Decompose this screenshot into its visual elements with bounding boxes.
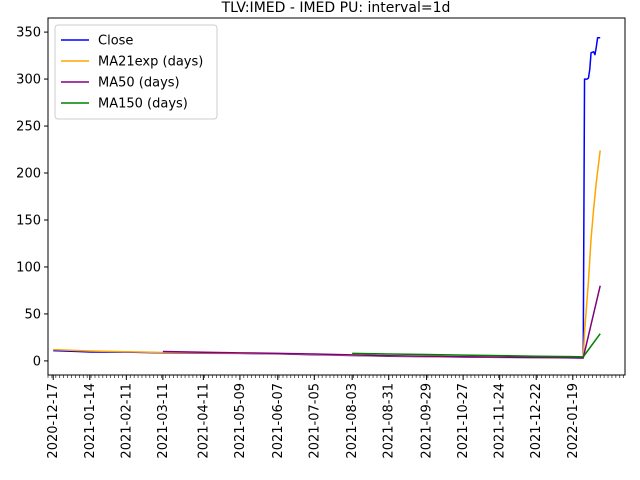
y-tick-label: 350 [16, 26, 41, 41]
series-line-4 [352, 333, 601, 358]
x-tick-label: 2021-11-24 [493, 383, 508, 459]
y-tick-label: 200 [16, 167, 41, 182]
x-tick-label: 2021-05-09 [233, 383, 248, 459]
series-line-3 [162, 285, 601, 359]
legend: Close MA21exp (days) MA50 (days) MA150 (day… [54, 24, 218, 120]
x-tick-label: 2021-10-27 [456, 383, 471, 459]
x-tick-label: 2021-01-14 [83, 383, 98, 459]
legend-label: Close [98, 34, 133, 49]
y-tick-label: 150 [16, 213, 41, 228]
x-tick-label: 2021-04-11 [196, 383, 211, 459]
x-tick-label: 2022-01-19 [566, 383, 581, 459]
x-tick-label: 2021-06-07 [271, 383, 286, 459]
y-tick-label: 0 [33, 354, 41, 369]
legend-label: MA50 (days) [98, 76, 180, 91]
x-tick-label: 2021-08-31 [382, 383, 397, 459]
x-tick-label: 2021-02-11 [119, 383, 134, 459]
series-layer [53, 36, 601, 359]
y-tick-label: 250 [16, 120, 41, 135]
x-axis: 2020-12-17 2021-01-14 2021-02-11 2021-03-11… [46, 375, 624, 459]
legend-label: MA21exp (days) [98, 55, 203, 70]
x-tick-label: 2021-07-05 [307, 383, 322, 459]
y-tick-label: 100 [16, 260, 41, 275]
x-tick-label: 2021-03-11 [156, 383, 171, 459]
x-tick-label: 2021-08-03 [345, 383, 360, 459]
x-tick-label: 2021-12-22 [529, 383, 544, 459]
legend-label: MA150 (days) [98, 97, 188, 112]
x-tick-label: 2021-09-29 [420, 383, 435, 459]
y-tick-label: 50 [24, 307, 41, 322]
y-tick-label: 300 [16, 73, 41, 88]
x-tick-label: 2020-12-17 [46, 383, 61, 459]
legend-box [54, 24, 218, 120]
chart-title: TLV:IMED - IMED PU: interval=1d [221, 0, 451, 16]
y-axis: 0 50 100 150 200 250 300 350 [16, 26, 48, 369]
